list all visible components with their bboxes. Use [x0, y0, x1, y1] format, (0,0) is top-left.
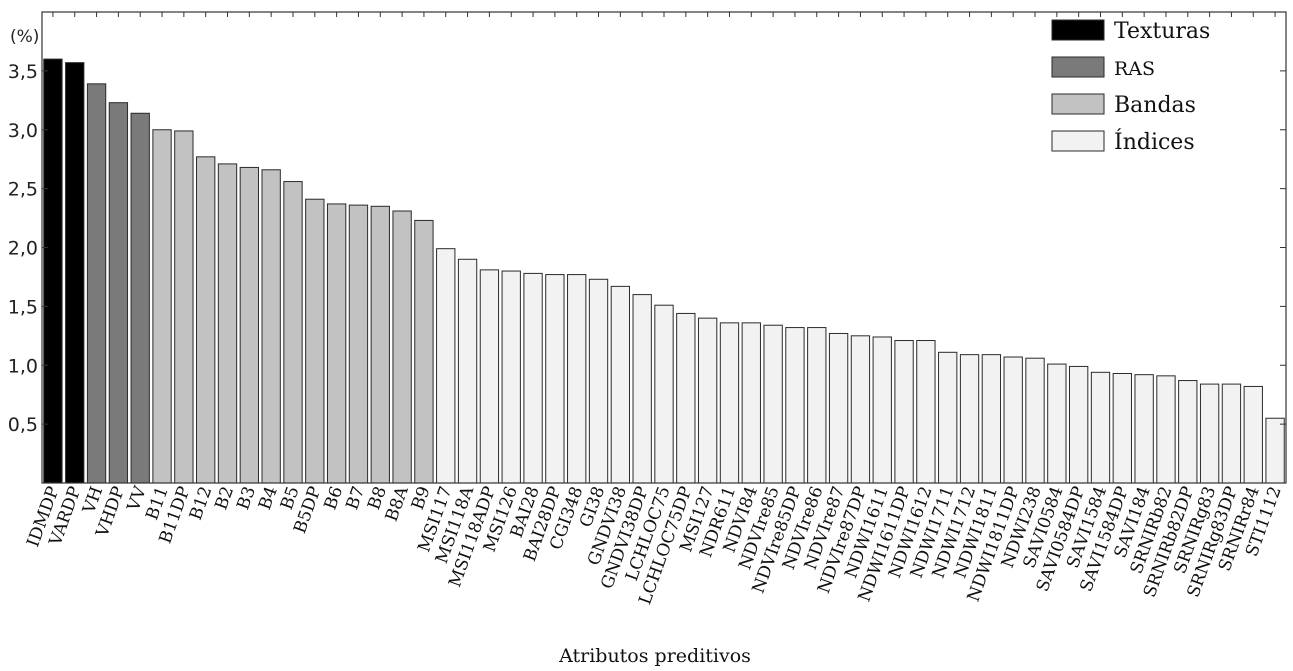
bar-NDWI1712	[959, 354, 980, 484]
bar-B4	[261, 169, 281, 484]
bar-BAI28	[523, 272, 543, 484]
bar-GNDVI38	[610, 285, 631, 484]
bar-LCHLOC75	[654, 304, 674, 484]
y-tick-label: 3,0	[8, 120, 38, 142]
bar-B8A	[392, 210, 412, 484]
bar-SAVI1584	[1090, 371, 1111, 484]
bar-NDVI84	[741, 322, 761, 484]
bar-NDVIre85	[763, 324, 783, 484]
bar-BAI28DP	[545, 274, 565, 484]
bar-NDWI1811	[981, 354, 1002, 484]
bar-B5	[283, 181, 303, 484]
bar-STI1112	[1265, 417, 1285, 484]
bar-NDWI1811DP	[1003, 356, 1023, 484]
x-tick-label-B2: B2	[211, 484, 238, 513]
legend-label-Texturas: Texturas	[1114, 19, 1210, 44]
bars-group	[43, 58, 1285, 484]
x-axis-title: Atributos preditivos	[558, 645, 751, 667]
bar-GNDVI38DP	[632, 294, 652, 484]
y-tick-label: 0,5	[8, 414, 38, 436]
bar-SRNIRr84	[1243, 385, 1263, 484]
bar-NDVIre85DP	[785, 327, 805, 484]
bar-B11	[152, 129, 172, 484]
x-tick-label-B3: B3	[233, 484, 260, 513]
bar-B3	[239, 166, 259, 484]
bar-SRNIRg83DP	[1221, 383, 1242, 484]
y-tick-label: 1,5	[8, 296, 38, 318]
bar-NDWI1612	[916, 340, 936, 484]
legend-swatch-Texturas	[1051, 19, 1105, 41]
bar-SRNIRb82	[1156, 375, 1176, 484]
legend-swatch-RAS	[1051, 56, 1105, 78]
bar-VARDP	[65, 62, 85, 484]
bar-VV	[130, 112, 150, 484]
legend-swatch-Índices	[1051, 130, 1105, 152]
bar-SRNIRg83	[1199, 383, 1220, 484]
legend: Texturas RAS Bandas Índices	[1051, 19, 1210, 155]
x-tick-label-B6: B6	[321, 484, 348, 513]
bar-B8	[370, 205, 390, 484]
y-tick-label: 2,5	[8, 179, 38, 201]
x-tick-label-B4: B4	[255, 484, 282, 513]
y-tick-label: 2,0	[8, 238, 38, 260]
bar-B5DP	[305, 198, 325, 484]
bar-MSI118ADP	[479, 269, 500, 484]
y-tick-label: 3,5	[8, 61, 38, 83]
y-axis-unit-label: (%)	[10, 27, 39, 47]
y-axis: 0,5 1,0 1,5 2,0 2,5 3,0 3,5	[8, 61, 1286, 436]
bar-B2	[217, 163, 238, 484]
bar-NDWI1611	[872, 336, 892, 484]
bar-MSI117	[436, 248, 456, 484]
bar-MSI126	[501, 270, 521, 484]
bar-SAVI0584	[1047, 363, 1067, 484]
x-tick-label-B7: B7	[342, 484, 369, 513]
legend-swatch-Bandas	[1051, 93, 1105, 115]
bar-SAVI1584DP	[1112, 372, 1132, 484]
bar-B6	[326, 203, 347, 484]
bar-VH	[86, 83, 107, 484]
bar-MSI118A	[457, 258, 478, 484]
bar-SAVI184	[1134, 374, 1154, 484]
legend-label-Índices: Índices	[1114, 128, 1195, 155]
bar-B7	[348, 204, 369, 484]
bar-SAVI0584DP	[1069, 365, 1089, 484]
bar-MSI127	[697, 317, 718, 484]
bar-SRNIRb82DP	[1178, 380, 1198, 484]
bar-NDVIre86	[807, 327, 827, 484]
bar-GI38	[588, 278, 609, 484]
legend-label-Bandas: Bandas	[1114, 93, 1196, 118]
y-tick-label: 1,0	[8, 355, 38, 377]
legend-label-RAS: RAS	[1114, 58, 1155, 80]
bar-NDWI1711	[938, 351, 958, 484]
bar-NDVIre87DP	[850, 335, 871, 484]
bar-VHDP	[108, 102, 129, 484]
bar-B9	[414, 219, 434, 484]
bar-B11DP	[174, 130, 194, 484]
bar-NDWI238	[1025, 357, 1045, 484]
bar-NDVIre87	[828, 332, 849, 484]
bar-NDR611	[719, 322, 740, 484]
bar-B12	[196, 156, 216, 484]
bar-IDMDP	[43, 58, 63, 484]
bar-LCHLOC75DP	[676, 312, 696, 484]
bar-CGI348	[567, 274, 587, 484]
bar-NDWI1611DP	[894, 340, 914, 484]
